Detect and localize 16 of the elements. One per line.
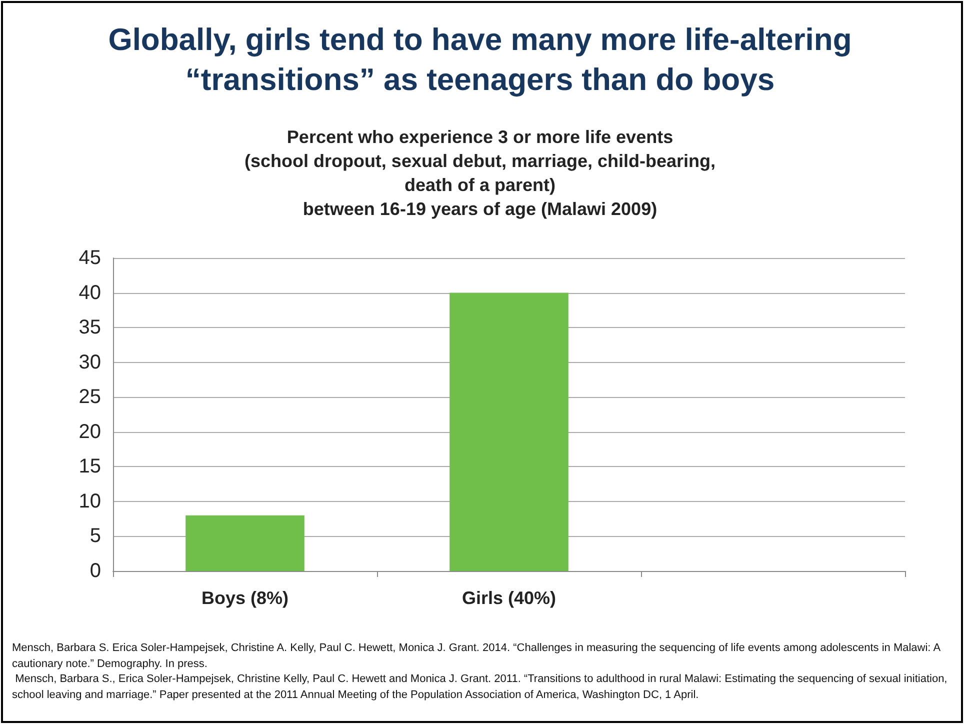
chart-title: Globally, girls tend to have many more life-altering “transitions” as teenagers than do boys	[107, 21, 853, 99]
y-tick-label: 35	[78, 316, 101, 339]
chart-subtitle: Percent who experience 3 or more life events (school dropout, sexual debut, marriage, child-bearing, death of a parent) between 16-19 years of age (Malawi 2009)	[243, 126, 717, 221]
text: Mensch, Barbara S., Erica Soler-Hampejsek, Christine Kelly, Paul C. Hewett and Monica J. Grant. 2011. “Transitions to adulthood in rural Malawi: Estimating the sequencing of sexual initiation, school leaving and marriage.” Paper presented at the 2011 Annual Meeting of the Population Association of America, Washington DC, 1 April.	[12, 672, 948, 702]
y-tick-label: 25	[78, 386, 101, 408]
y-tick-label: 30	[78, 351, 101, 374]
text: Mensch, Barbara S. Erica Soler-Hampejsek, Christine A. Kelly, Paul C. Hewett, Monica J. Grant. 2014. “Challenges in measuring the sequencing of life events among adolescents in Malawi: A cautionary note.” Demography. In press.	[12, 641, 942, 672]
y-tick-label: 0	[90, 560, 101, 582]
x-tick-label: Girls (40%)	[462, 588, 556, 608]
y-tick-label: 10	[78, 490, 101, 512]
x-tick-label: Boys (8%)	[201, 588, 289, 608]
y-tick-label: 20	[78, 420, 101, 443]
y-tick-label: 5	[90, 525, 101, 548]
y-tick-label: 15	[78, 456, 101, 478]
y-tick-label: 45	[78, 247, 101, 269]
y-tick-label: 40	[78, 282, 101, 304]
